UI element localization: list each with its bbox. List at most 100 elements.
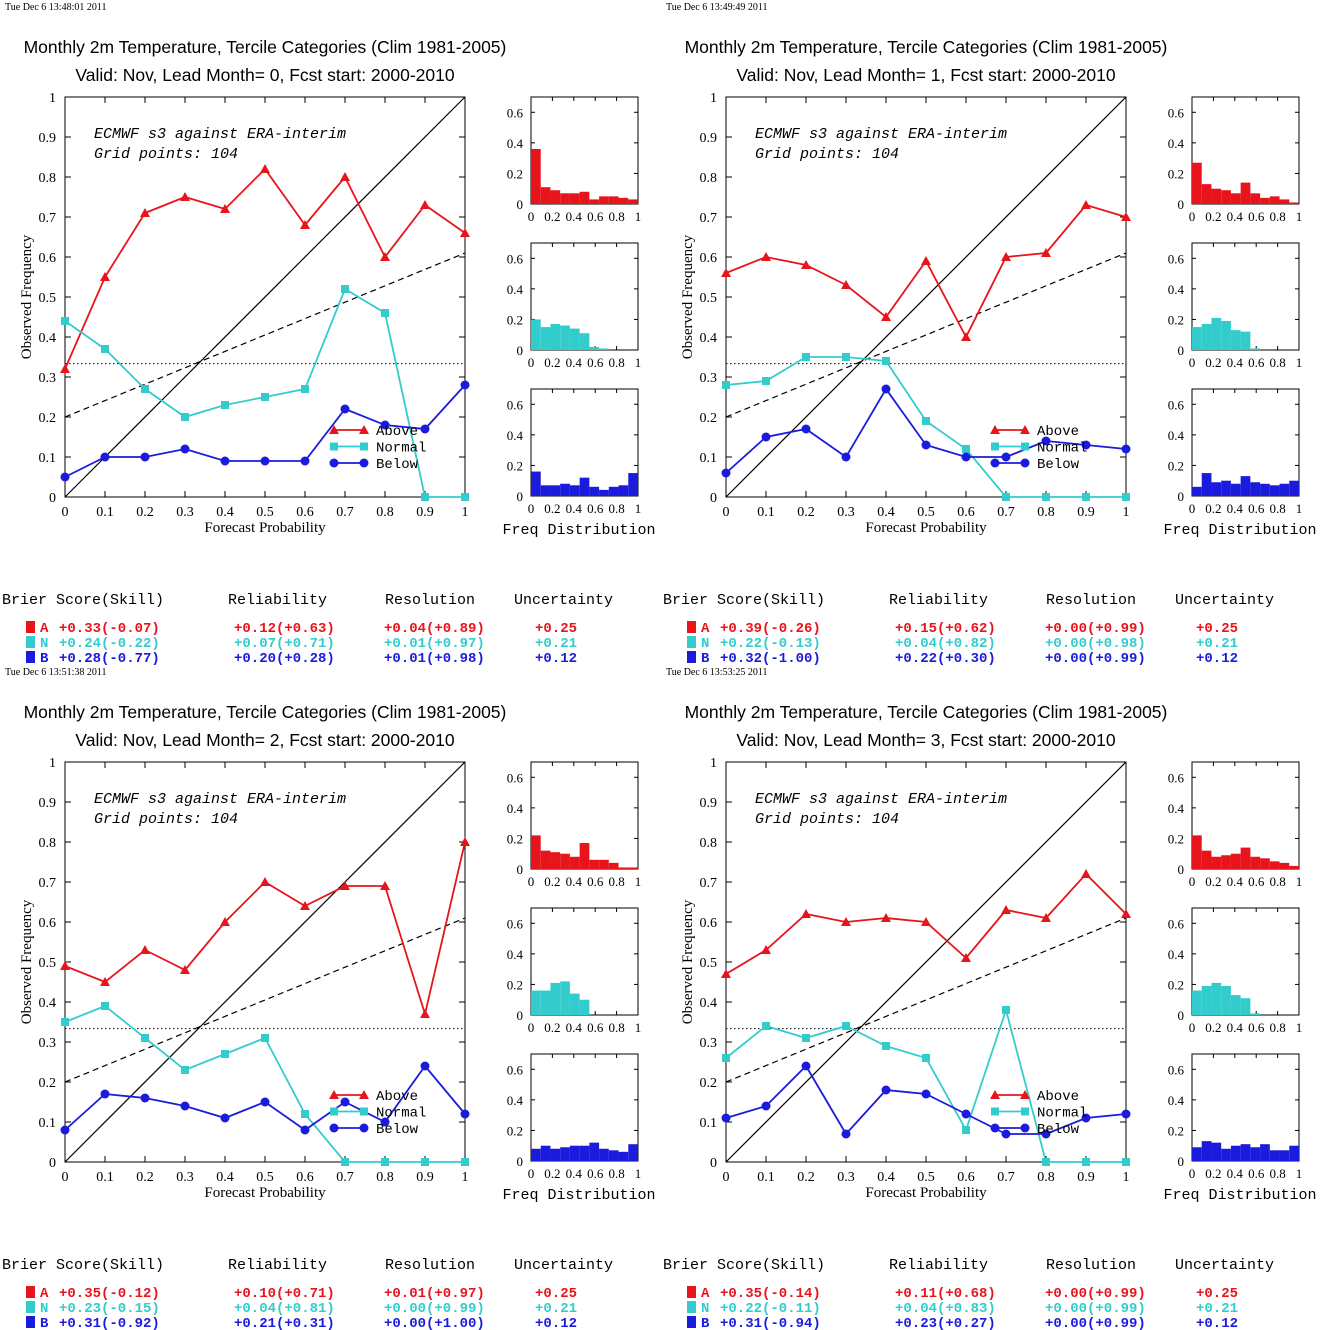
x-tick-label: 0.3	[176, 505, 194, 520]
x-tick: 0	[723, 762, 730, 1185]
x-tick-label: 0.5	[917, 505, 935, 520]
hist-x-tick-label: 1	[1296, 501, 1303, 516]
y-tick-label: 0.6	[39, 916, 57, 931]
legend-marker	[1021, 1107, 1029, 1116]
hist-bar	[550, 485, 561, 496]
score-value: +0.04(+0.81)	[234, 1301, 335, 1317]
x-tick-label: 0.4	[216, 505, 234, 520]
point-normal	[461, 1158, 469, 1166]
legend-marker	[990, 1090, 1000, 1099]
point-below	[1041, 436, 1051, 446]
hist-x-tick-label: 0.8	[608, 209, 624, 224]
x-tick: 0.6	[957, 97, 975, 520]
hist-bar	[540, 850, 551, 869]
hist-bar	[1192, 835, 1202, 869]
x-tick: 0.5	[256, 97, 274, 520]
point-normal	[461, 493, 469, 501]
point-above	[300, 901, 310, 910]
y-tick-label: 0	[710, 1156, 717, 1171]
point-above	[460, 837, 470, 846]
point-above	[180, 965, 190, 974]
point-normal	[301, 1110, 309, 1118]
hist-bar	[569, 328, 580, 350]
hist-y-tick-label: 0.4	[1168, 136, 1185, 151]
hist-bar	[628, 199, 638, 204]
y-tick: 0.8	[700, 836, 1126, 851]
hist-bar	[599, 859, 609, 869]
point-above	[420, 1009, 430, 1018]
hist-x-tick-label: 0.4	[566, 209, 583, 224]
hist-bar	[560, 483, 570, 496]
legend-item-below: Below	[329, 457, 419, 473]
hist-y-tick-label: 0.2	[1168, 1123, 1184, 1138]
x-tick-label: 0.9	[1077, 1170, 1095, 1185]
score-value: +0.23(-0.15)	[59, 1301, 160, 1317]
hist-y-tick-label: 0.4	[1168, 1093, 1185, 1108]
point-below	[1121, 1109, 1131, 1119]
x-tick-label: 0.8	[1037, 1170, 1055, 1185]
series-line-above	[64, 841, 466, 1018]
x-tick: 0.3	[176, 762, 194, 1185]
hist-bar	[1211, 856, 1222, 869]
hist-x-tick-label: 0.2	[1205, 209, 1221, 224]
x-tick: 0.2	[797, 97, 815, 520]
hist-x-tick-label: 0.8	[1269, 355, 1285, 370]
point-above	[460, 228, 470, 237]
point-normal	[1122, 1158, 1130, 1166]
hist-y-tick-label: 0	[517, 1008, 524, 1023]
legend-label: Normal	[1037, 441, 1087, 457]
hist-bar	[560, 193, 570, 204]
x-tick: 0.4	[216, 762, 234, 1185]
x-tick-label: 0.2	[136, 505, 154, 520]
x-tick-label: 0.3	[176, 1170, 194, 1185]
legend-label: Normal	[376, 441, 426, 457]
panel-lead-3: Tue Dec 6 13:53:25 2011 Monthly 2m Temper…	[663, 667, 1317, 1330]
score-row-below: B +0.28(-0.77) +0.20(+0.28) +0.01(+0.98) +0.…	[26, 651, 577, 667]
hist-x-tick-label: 0.2	[1205, 1020, 1221, 1035]
score-table: Brier Score(Skill) Reliability Resolution U…	[2, 592, 613, 667]
y-tick: 0.9	[700, 796, 1126, 811]
hist-x-tick-label: 0	[528, 501, 535, 516]
point-above	[340, 881, 350, 890]
hist-y-tick-label: 0.2	[507, 977, 523, 992]
reliability-plot: 00 0.1 0.1 0.2 0.2 0.3 0.3 0.4 0.4 0.5 0.5 0.6 0.6 0.…	[19, 756, 470, 1201]
score-letter: B	[701, 651, 710, 667]
histogram-below: 0 0.2 0.4 0.6 0 0.2 0.4 0.6 0.8 1	[507, 1053, 641, 1181]
y-tick-label: 0.4	[39, 331, 57, 346]
hist-x-tick-label: 0.6	[1248, 874, 1265, 889]
score-letter: N	[40, 1301, 48, 1317]
score-letter: N	[701, 636, 709, 652]
histogram-label: Freq Distribution	[502, 1187, 655, 1204]
x-tick: 0.7	[997, 762, 1015, 1185]
point-normal	[421, 1158, 429, 1166]
point-below	[961, 452, 971, 462]
legend-label: Below	[1037, 457, 1080, 473]
chart-title: Monthly 2m Temperature, Tercile Categori…	[24, 702, 507, 722]
y-tick-label: 0.8	[39, 836, 57, 851]
y-tick-label: 0.5	[39, 956, 57, 971]
hist-x-tick-label: 0.4	[566, 1166, 583, 1181]
point-below	[180, 444, 190, 454]
hist-y-tick-label: 0.6	[1168, 251, 1185, 266]
hist-bar	[569, 993, 580, 1015]
y-tick-label: 0.9	[39, 131, 57, 146]
y-tick-label: 0.8	[700, 171, 718, 186]
hist-bar	[531, 1148, 541, 1161]
chart-subtitle: Valid: Nov, Lead Month= 2, Fcst start: 2…	[75, 730, 454, 750]
legend-marker	[329, 458, 339, 468]
legend-marker	[1020, 425, 1030, 434]
series-above	[60, 837, 470, 1018]
point-below	[260, 1097, 270, 1107]
y-tick-label: 0.2	[700, 1076, 718, 1091]
point-above	[961, 332, 971, 341]
y-tick: 0.6	[39, 251, 465, 266]
point-normal	[261, 1034, 269, 1042]
x-tick-label: 0.5	[256, 505, 274, 520]
point-above	[1041, 248, 1051, 257]
hist-bar	[1201, 473, 1212, 496]
score-row-above: A +0.35(-0.12) +0.10(+0.71) +0.01(+0.97) +0.…	[26, 1286, 577, 1302]
score-value: +0.21	[1196, 636, 1238, 652]
series-normal	[722, 353, 1130, 501]
panel-lead-1: Tue Dec 6 13:49:49 2011 Monthly 2m Temper…	[663, 2, 1317, 667]
chart-title: Monthly 2m Temperature, Tercile Categori…	[685, 37, 1168, 57]
